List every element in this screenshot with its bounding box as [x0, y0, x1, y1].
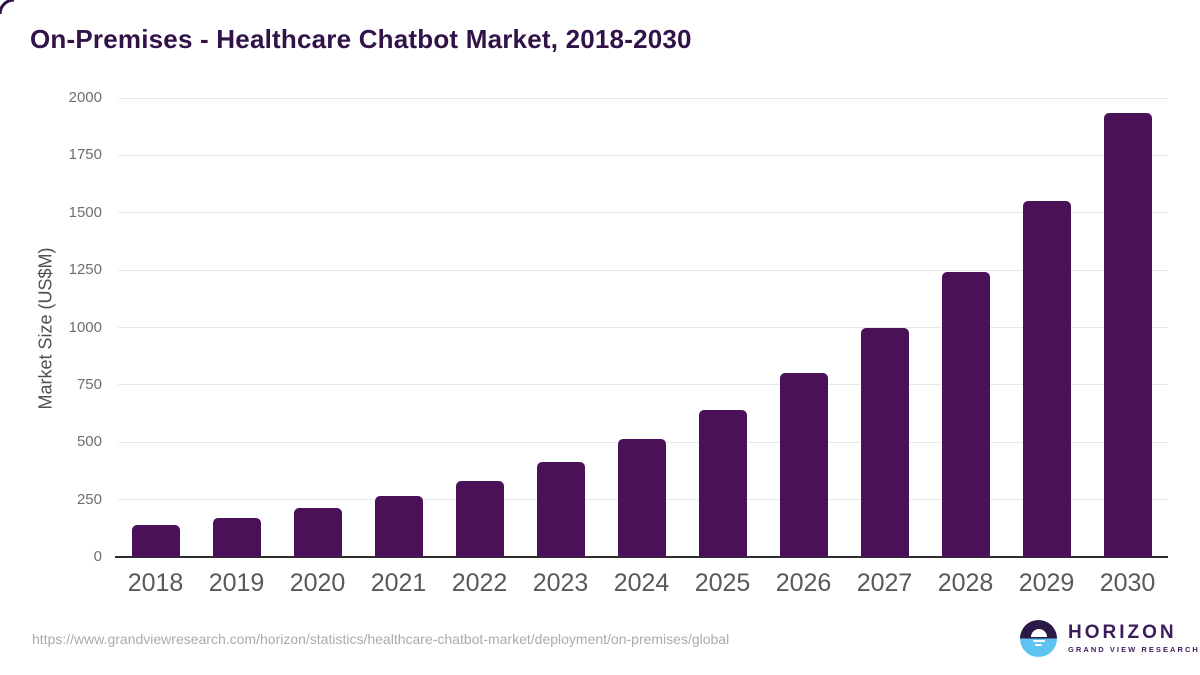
- bar-2029: [1022, 200, 1071, 557]
- corner-mark: [0, 0, 15, 15]
- x-axis-line: [115, 556, 1168, 558]
- x-tick-label: 2025: [694, 569, 751, 597]
- gridline: [118, 384, 1168, 386]
- x-tick-label: 2020: [289, 569, 346, 597]
- gridline: [118, 97, 1168, 99]
- brand-text: HORIZON GRAND VIEW RESEARCH: [1068, 622, 1200, 655]
- y-tick-label: 1250: [68, 261, 102, 279]
- bar-2021: [374, 495, 423, 557]
- x-tick-label: 2018: [127, 569, 184, 597]
- bar-2024: [617, 439, 666, 557]
- y-tick-label: 0: [93, 548, 102, 565]
- bar-2025: [698, 410, 747, 557]
- gridline: [118, 327, 1168, 328]
- bar-2026: [779, 373, 828, 557]
- y-tick-label: 1750: [68, 146, 102, 164]
- y-tick-label: 2000: [68, 89, 102, 106]
- bar-2019: [212, 517, 261, 557]
- horizon-logo-icon: [1020, 620, 1057, 657]
- x-tick-label: 2026: [775, 569, 832, 597]
- bar-2023: [536, 461, 585, 557]
- bar-2027: [860, 328, 909, 557]
- bar-2030: [1103, 113, 1152, 557]
- y-tick-label: 500: [76, 433, 102, 451]
- brand-logo: HORIZON GRAND VIEW RESEARCH: [1020, 620, 1200, 657]
- bar-2028: [941, 271, 990, 557]
- source-url: https://www.grandviewresearch.com/horizo…: [32, 631, 730, 647]
- bar-2018: [131, 524, 180, 557]
- x-tick-label: 2029: [1018, 569, 1075, 597]
- x-tick-label: 2023: [532, 569, 589, 597]
- gridline: [118, 212, 1168, 214]
- sun-reflection-dash: [1032, 640, 1045, 642]
- y-tick-label: 1500: [68, 203, 102, 221]
- gridline: [118, 154, 1168, 156]
- x-tick-label: 2024: [613, 569, 670, 597]
- x-tick-label: 2021: [370, 569, 427, 597]
- bar-2022: [455, 481, 504, 557]
- y-tick-label: 750: [76, 375, 102, 393]
- x-tick-label: 2027: [856, 569, 913, 597]
- bar-2020: [293, 507, 342, 557]
- gridline: [118, 269, 1168, 271]
- x-tick-label: 2019: [208, 569, 265, 597]
- brand-subtitle: GRAND VIEW RESEARCH: [1068, 645, 1200, 654]
- chart-title: On-Premises - Healthcare Chatbot Market,…: [30, 24, 692, 54]
- sun-reflection-dash: [1035, 644, 1042, 646]
- x-tick-label: 2030: [1099, 569, 1156, 597]
- y-tick-label: 1000: [68, 318, 102, 336]
- x-tick-label: 2022: [451, 569, 508, 597]
- sun-icon: [1030, 629, 1047, 637]
- x-tick-label: 2028: [937, 569, 994, 597]
- brand-name: HORIZON: [1068, 622, 1177, 643]
- y-tick-label: 250: [76, 490, 102, 508]
